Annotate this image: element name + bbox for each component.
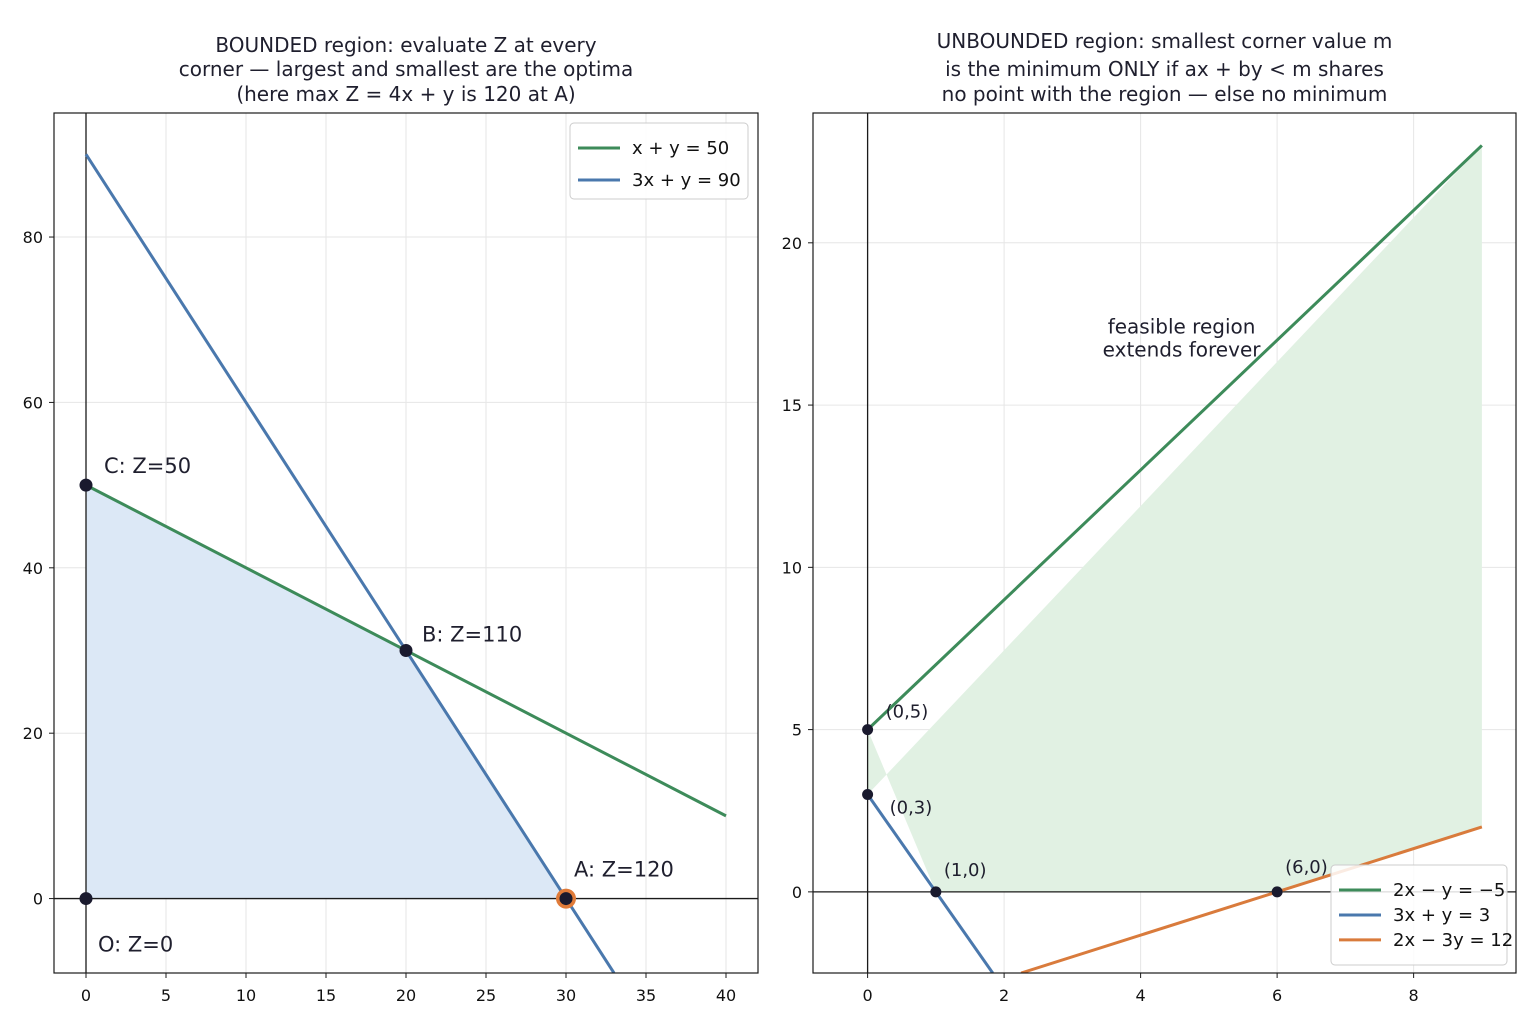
chart-title-line: (here max Z = 4x + y is 120 at A)	[236, 82, 575, 106]
x-tick-label: 5	[161, 986, 171, 1005]
corner-label: O: Z=0	[98, 933, 173, 957]
x-tick-label: 4	[1136, 986, 1146, 1005]
plot-frame	[812, 112, 1517, 974]
corner-point	[862, 789, 874, 801]
constraint-line	[84, 153, 616, 973]
chart-title-line: BOUNDED region: evaluate Z at every	[215, 33, 596, 57]
x-tick-label: 40	[716, 986, 736, 1005]
corner-point	[399, 644, 413, 657]
legend: x + y = 50 3x + y = 90	[569, 122, 749, 200]
chart-title-line: UNBOUNDED region: smallest corner value …	[937, 29, 1393, 53]
legend: 2x − y = −5 3x + y = 3 2x − 3y = 12	[1330, 864, 1513, 966]
corner-point	[559, 892, 573, 906]
x-tick-label: 6	[1272, 986, 1282, 1005]
y-tick-label: 20	[23, 724, 43, 743]
y-tick-label: 15	[782, 396, 802, 415]
legend-entry: 3x + y = 90	[632, 170, 741, 191]
y-tick-label: 40	[23, 559, 43, 578]
feasible-region	[86, 485, 566, 899]
legend-entry: x + y = 50	[632, 138, 729, 159]
y-tick-label: 10	[782, 558, 802, 577]
chart-panel-2: UNBOUNDED region: smallest corner value …	[782, 29, 1517, 1005]
corner-label: (6,0)	[1285, 857, 1328, 878]
corner-point	[930, 886, 942, 898]
x-tick-label: 8	[1409, 986, 1419, 1005]
chart-title-line: no point with the region — else no minim…	[942, 82, 1388, 106]
x-tick-label: 30	[556, 986, 576, 1005]
corner-point	[862, 724, 874, 736]
y-tick-label: 0	[792, 883, 802, 902]
corner-label: B: Z=110	[422, 623, 522, 647]
corner-label: C: Z=50	[104, 454, 191, 478]
x-tick-label: 0	[863, 986, 873, 1005]
corner-label: (0,5)	[886, 702, 929, 723]
plot-area	[813, 113, 1516, 973]
x-tick-label: 35	[636, 986, 656, 1005]
y-tick-label: 0	[33, 890, 43, 909]
plot-area	[54, 113, 758, 973]
x-tick-label: 25	[476, 986, 496, 1005]
x-tick-label: 10	[236, 986, 256, 1005]
y-tick-label: 5	[792, 721, 802, 740]
y-tick-label: 20	[782, 234, 802, 253]
corner-label: (1,0)	[944, 860, 987, 881]
chart-title-line: corner — largest and smallest are the op…	[179, 57, 633, 81]
x-tick-label: 15	[316, 986, 336, 1005]
chart-title-line: is the minimum ONLY if ax + by < m share…	[945, 57, 1384, 81]
x-tick-label: 2	[999, 986, 1009, 1005]
constraint-line	[866, 793, 994, 973]
chart-panel-1: BOUNDED region: evaluate Z at everycorne…	[23, 33, 759, 1005]
x-tick-label: 20	[396, 986, 416, 1005]
corner-label: (0,3)	[890, 798, 933, 819]
legend-entry: 2x − y = −5	[1393, 880, 1505, 901]
constraint-line	[866, 144, 1483, 731]
constraint-line	[1020, 825, 1483, 973]
region-annotation: feasible region	[1108, 315, 1256, 339]
y-tick-label: 60	[23, 393, 43, 412]
corner-label: A: Z=120	[574, 858, 674, 882]
legend-entry: 3x + y = 3	[1393, 905, 1490, 926]
corner-point	[79, 478, 93, 492]
corner-point	[79, 892, 93, 906]
y-tick-label: 80	[23, 228, 43, 247]
legend-entry: 2x − 3y = 12	[1393, 930, 1513, 951]
feasible-region	[867, 145, 1482, 892]
region-annotation: extends forever	[1103, 338, 1262, 362]
x-tick-label: 0	[81, 986, 91, 1005]
corner-point	[1271, 886, 1283, 898]
